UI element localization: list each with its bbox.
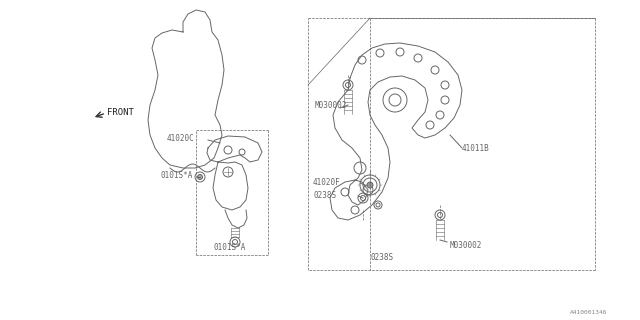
Circle shape — [367, 182, 373, 188]
Text: A410001346: A410001346 — [570, 310, 607, 316]
Text: FRONT: FRONT — [107, 108, 134, 116]
Text: 0238S: 0238S — [370, 253, 393, 262]
Text: M030002: M030002 — [450, 241, 483, 250]
Text: 0101S*A: 0101S*A — [213, 244, 245, 252]
Text: 0238S: 0238S — [313, 191, 336, 201]
Text: 41011B: 41011B — [462, 143, 490, 153]
Text: 0101S*A: 0101S*A — [160, 171, 193, 180]
Text: 41020F: 41020F — [313, 178, 340, 187]
Text: M030002: M030002 — [315, 100, 348, 109]
Circle shape — [198, 174, 202, 180]
Text: 41020C: 41020C — [167, 133, 195, 142]
